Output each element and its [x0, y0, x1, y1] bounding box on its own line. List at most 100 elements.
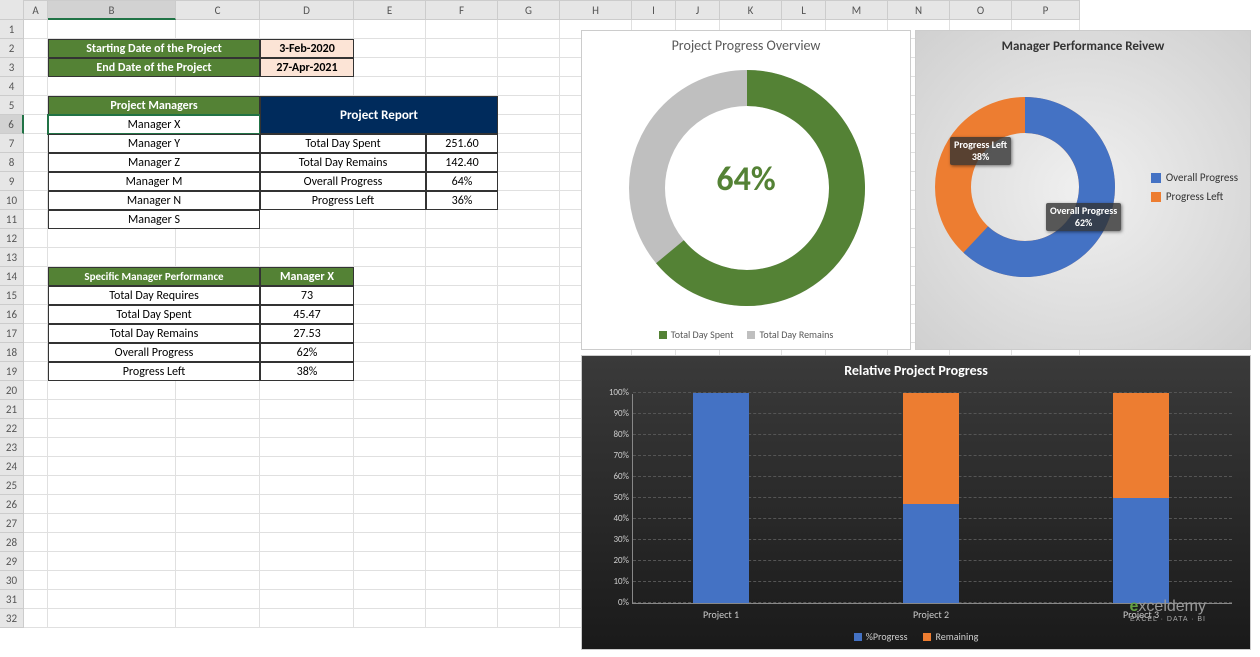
row-header-23[interactable]: 23 [0, 438, 24, 457]
donut2-label-left: Progress Left38% [950, 137, 1011, 165]
row-header-17[interactable]: 17 [0, 324, 24, 343]
row-header-29[interactable]: 29 [0, 552, 24, 571]
row-header-26[interactable]: 26 [0, 495, 24, 514]
col-header-L[interactable]: L [782, 1, 826, 20]
manager-cell[interactable]: Manager M [48, 172, 260, 191]
manager-cell[interactable]: Manager Z [48, 153, 260, 172]
row-headers: 1234567891011121314151617181920212223242… [0, 20, 24, 628]
col-header-M[interactable]: M [826, 1, 888, 20]
end-date-label: End Date of the Project [48, 58, 260, 77]
col-header-F[interactable]: F [426, 1, 498, 20]
row-header-12[interactable]: 12 [0, 229, 24, 248]
row-header-27[interactable]: 27 [0, 514, 24, 533]
row-header-24[interactable]: 24 [0, 457, 24, 476]
col-header-P[interactable]: P [1012, 1, 1080, 20]
start-date-value[interactable]: 3-Feb-2020 [260, 39, 354, 58]
row-header-20[interactable]: 20 [0, 381, 24, 400]
row-header-3[interactable]: 3 [0, 58, 24, 77]
report-value[interactable]: 251.60 [426, 134, 498, 153]
col-header-D[interactable]: D [260, 1, 354, 20]
column-headers: ABCDEFGHIJKLMNOP [24, 0, 1080, 20]
manager-cell[interactable]: Manager Y [48, 134, 260, 153]
specific-label[interactable]: Total Day Requires [48, 286, 260, 305]
row-header-25[interactable]: 25 [0, 476, 24, 495]
row-header-19[interactable]: 19 [0, 362, 24, 381]
chart3-title: Relative Project Progress [582, 356, 1250, 385]
col-header-K[interactable]: K [720, 1, 782, 20]
report-label[interactable]: Total Day Remains [260, 153, 426, 172]
row-header-11[interactable]: 11 [0, 210, 24, 229]
chart-manager-performance[interactable]: Manager Performance Reivew Progress Left… [915, 30, 1251, 350]
specific-value[interactable]: 62% [260, 343, 354, 362]
row-header-7[interactable]: 7 [0, 134, 24, 153]
specific-label[interactable]: Progress Left [48, 362, 260, 381]
row-header-8[interactable]: 8 [0, 153, 24, 172]
specific-value[interactable]: 45.47 [260, 305, 354, 324]
start-date-label: Starting Date of the Project [48, 39, 260, 58]
row-header-2[interactable]: 2 [0, 39, 24, 58]
spreadsheet: ABCDEFGHIJKLMNOP 12345678910111213141516… [0, 0, 1260, 657]
col-header-J[interactable]: J [676, 1, 720, 20]
col-header-C[interactable]: C [176, 1, 260, 20]
legend-remains: Total Day Remains [759, 328, 833, 341]
specific-value[interactable]: 27.53 [260, 324, 354, 343]
row-header-30[interactable]: 30 [0, 571, 24, 590]
row-header-28[interactable]: 28 [0, 533, 24, 552]
row-header-4[interactable]: 4 [0, 77, 24, 96]
row-header-32[interactable]: 32 [0, 609, 24, 628]
col-header-O[interactable]: O [950, 1, 1012, 20]
col-header-N[interactable]: N [888, 1, 950, 20]
row-header-15[interactable]: 15 [0, 286, 24, 305]
report-label[interactable]: Total Day Spent [260, 134, 426, 153]
report-label[interactable]: Overall Progress [260, 172, 426, 191]
manager-cell[interactable]: Manager S [48, 210, 260, 229]
row-header-5[interactable]: 5 [0, 96, 24, 115]
report-value[interactable]: 36% [426, 191, 498, 210]
specific-value[interactable]: 73 [260, 286, 354, 305]
row-header-18[interactable]: 18 [0, 343, 24, 362]
manager-cell[interactable]: Manager N [48, 191, 260, 210]
bar-grid: 0%10%20%30%40%50%60%70%80%90%100%Project… [632, 394, 1232, 604]
specific-header: Specific Manager Performance [48, 267, 260, 286]
specific-manager[interactable]: Manager X [260, 267, 354, 286]
donut2-svg [920, 69, 1130, 299]
chart2-title: Manager Performance Reivew [916, 31, 1250, 62]
row-header-9[interactable]: 9 [0, 172, 24, 191]
report-header: Project Report [260, 96, 498, 134]
specific-value[interactable]: 38% [260, 362, 354, 381]
col-header-A[interactable]: A [24, 1, 48, 20]
row-header-10[interactable]: 10 [0, 191, 24, 210]
chart-relative-progress[interactable]: Relative Project Progress 0%10%20%30%40%… [581, 355, 1251, 650]
chart1-title: Project Progress Overview [582, 31, 910, 60]
manager-cell[interactable]: Manager X [48, 115, 260, 134]
watermark: eexceldemyxceldemy EXCEL · DATA · BI [1130, 598, 1206, 623]
col-header-I[interactable]: I [632, 1, 676, 20]
bar-legend: %Progress Remaining [582, 630, 1250, 643]
col-header-H[interactable]: H [560, 1, 632, 20]
chart-project-progress[interactable]: Project Progress Overview 64% Total Day … [581, 30, 911, 350]
row-header-1[interactable]: 1 [0, 20, 24, 39]
select-all-corner[interactable] [0, 0, 24, 20]
donut2-legend: Overall Progress Progress Left [1151, 171, 1238, 209]
specific-label[interactable]: Total Day Remains [48, 324, 260, 343]
row-header-22[interactable]: 22 [0, 419, 24, 438]
report-value[interactable]: 142.40 [426, 153, 498, 172]
report-label[interactable]: Progress Left [260, 191, 426, 210]
col-header-G[interactable]: G [498, 1, 560, 20]
row-header-21[interactable]: 21 [0, 400, 24, 419]
row-header-13[interactable]: 13 [0, 248, 24, 267]
donut2-label-overall: Overall Progress62% [1046, 203, 1121, 231]
legend-spent: Total Day Spent [671, 328, 734, 341]
managers-header: Project Managers [48, 96, 260, 115]
report-value[interactable]: 64% [426, 172, 498, 191]
row-header-6[interactable]: 6 [0, 115, 24, 134]
end-date-value[interactable]: 27-Apr-2021 [260, 58, 354, 77]
col-header-E[interactable]: E [354, 1, 426, 20]
row-header-31[interactable]: 31 [0, 590, 24, 609]
donut1-center: 64% [582, 159, 910, 200]
row-header-14[interactable]: 14 [0, 267, 24, 286]
row-header-16[interactable]: 16 [0, 305, 24, 324]
specific-label[interactable]: Total Day Spent [48, 305, 260, 324]
col-header-B[interactable]: B [48, 1, 176, 20]
specific-label[interactable]: Overall Progress [48, 343, 260, 362]
